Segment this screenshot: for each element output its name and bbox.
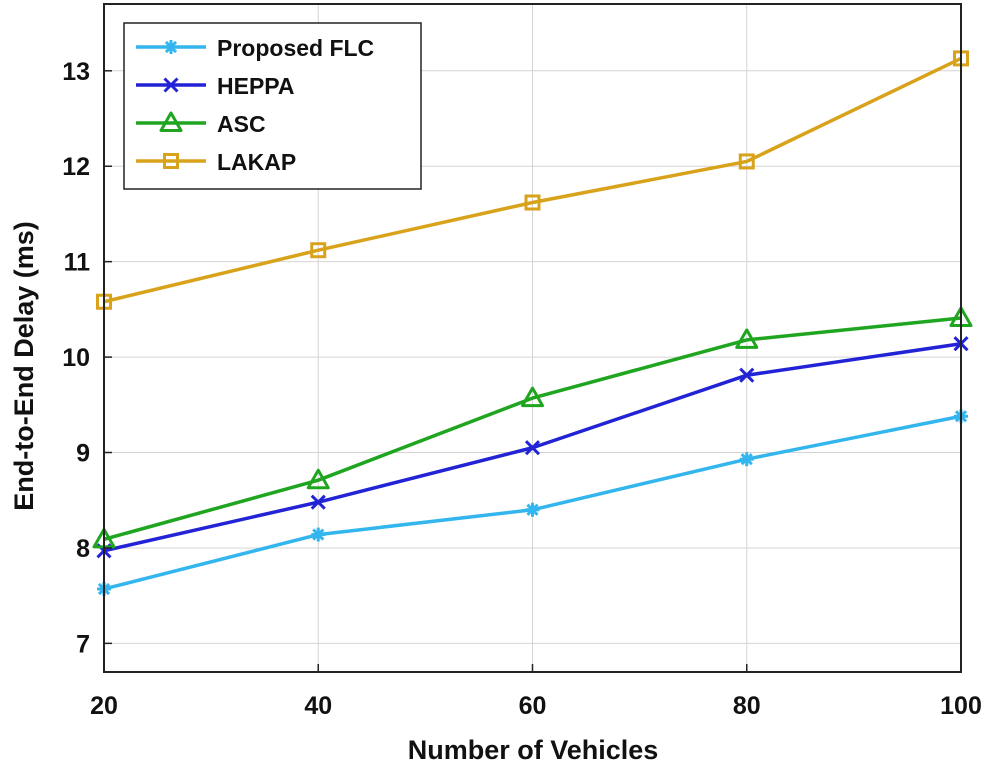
y-tick-label: 11 bbox=[64, 249, 91, 277]
series-line-asc bbox=[103, 316, 962, 542]
data-point-asc bbox=[735, 328, 759, 349]
legend-label: LAKAP bbox=[217, 149, 296, 175]
y-tick-label: 8 bbox=[76, 535, 90, 563]
legend-marker bbox=[159, 111, 183, 132]
series-layer bbox=[92, 50, 973, 596]
x-tick-label: 60 bbox=[519, 692, 547, 720]
data-point-lakap bbox=[310, 242, 327, 259]
y-tick-label: 7 bbox=[76, 630, 90, 658]
legend-marker bbox=[164, 40, 178, 54]
y-tick-label: 9 bbox=[76, 440, 90, 468]
series-heppa bbox=[96, 336, 969, 559]
legend: Proposed FLC HEPPA ASC LAKAP bbox=[123, 22, 422, 190]
data-point-heppa bbox=[524, 440, 541, 456]
legend-item-lakap: LAKAP bbox=[136, 149, 296, 175]
legend-item-asc: ASC bbox=[136, 111, 266, 137]
y-tick-label: 13 bbox=[62, 58, 90, 86]
tick-labels: 20 40 60 80 100 7 8 9 10 11 12 13 bbox=[62, 58, 982, 720]
y-tick-label: 12 bbox=[62, 153, 90, 181]
legend-label: Proposed FLC bbox=[217, 35, 374, 61]
data-point-heppa bbox=[310, 494, 326, 510]
data-point-asc bbox=[521, 386, 544, 408]
legend-item-heppa: HEPPA bbox=[136, 73, 295, 99]
data-point-proposed-flc bbox=[311, 527, 326, 542]
y-tick-label: 10 bbox=[62, 344, 90, 372]
legend-label: HEPPA bbox=[217, 73, 295, 99]
data-point-lakap bbox=[738, 153, 755, 170]
legend-item-proposed-flc: Proposed FLC bbox=[136, 35, 374, 61]
y-axis-label: End-to-End Delay (ms) bbox=[9, 221, 39, 511]
x-tick-label: 40 bbox=[304, 692, 332, 720]
data-point-lakap bbox=[524, 194, 541, 211]
legend-label: ASC bbox=[217, 111, 266, 137]
data-point-proposed-flc bbox=[739, 452, 754, 467]
data-point-proposed-flc bbox=[525, 502, 540, 517]
legend-marker bbox=[163, 77, 179, 93]
data-point-heppa bbox=[739, 367, 755, 383]
x-tick-label: 80 bbox=[733, 692, 761, 720]
series-line-lakap bbox=[103, 56, 962, 304]
data-point-asc bbox=[306, 468, 330, 490]
x-axis-label: Number of Vehicles bbox=[408, 735, 659, 765]
x-tick-label: 100 bbox=[940, 692, 982, 720]
legend-marker bbox=[163, 153, 179, 169]
x-tick-label: 20 bbox=[90, 692, 118, 720]
